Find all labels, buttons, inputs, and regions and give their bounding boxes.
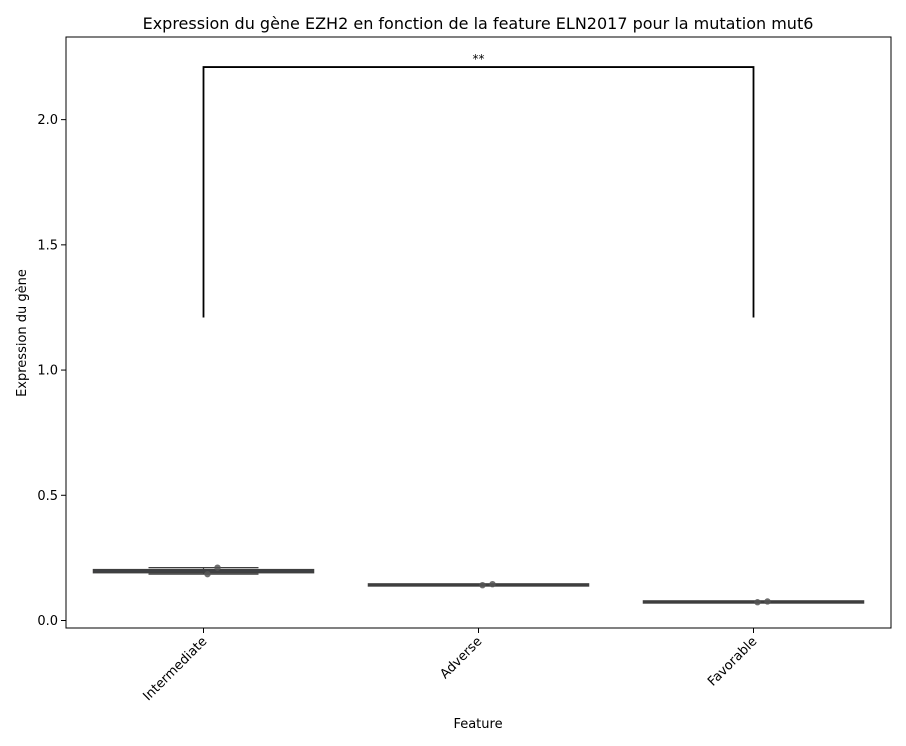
significance-bracket [202,66,755,318]
significance-label: ** [473,52,485,66]
axes: 0.0 0.5 1.0 1.5 2.0 Intermediate Adverse Favora… [37,36,892,704]
data-point-favorable [764,598,771,605]
chart-title: Expression du gène EZH2 en fonction de l… [143,14,814,33]
y-tick-label: 0.5 [37,489,58,504]
data-point-intermediate [204,570,211,578]
x-tick-label: Intermediate [140,634,210,704]
data-point-adverse [489,580,496,588]
x-tick-label: Adverse [437,634,485,682]
plot-area: ** [92,52,865,606]
y-tick-label: 2.0 [37,113,58,128]
y-tick-label: 1.0 [37,364,58,379]
x-tick-label: Favorable [705,634,760,689]
y-tick-label: 0.0 [37,614,58,629]
data-point-intermediate [214,564,221,571]
y-axis-label: Expression du gène [15,269,30,397]
plot-frame [65,36,892,629]
data-point-favorable [754,599,761,606]
data-point-adverse [479,581,486,589]
y-tick-label: 1.5 [37,238,58,253]
x-axis-label: Feature [453,717,502,732]
